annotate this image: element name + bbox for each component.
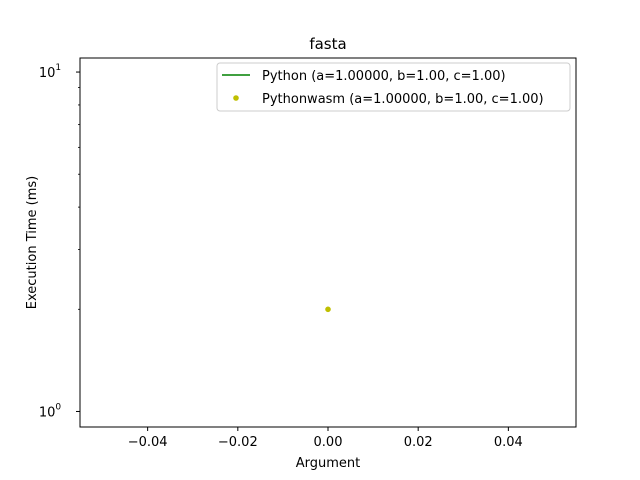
x-tick-label: 0.02: [404, 435, 433, 450]
data-point: [325, 306, 331, 313]
x-tick-label: −0.02: [218, 435, 258, 450]
y-axis-label: Execution Time (ms): [25, 176, 40, 309]
legend-box: [216, 62, 571, 112]
plot-area: −0.04 −0.02 0.00 0.02 0.04 100 101: [39, 57, 577, 450]
legend: Python (a=1.00000, b=1.00, c=1.00) Python…: [216, 62, 571, 112]
x-axis-label: Argument: [296, 456, 361, 471]
plot-frame: [79, 57, 577, 428]
x-tick-label: 0.00: [314, 435, 343, 450]
legend-entry-label: Python (a=1.00000, b=1.00, c=1.00): [262, 69, 506, 84]
chart-title: fasta: [309, 35, 346, 53]
x-tick-label: −0.04: [128, 435, 168, 450]
y-tick-label: 101: [39, 63, 61, 81]
x-tick-label: 0.04: [494, 435, 523, 450]
y-tick-label: 100: [39, 402, 62, 420]
legend-entry-label: Pythonwasm (a=1.00000, b=1.00, c=1.00): [262, 92, 544, 107]
legend-marker-swatch: [233, 95, 239, 101]
